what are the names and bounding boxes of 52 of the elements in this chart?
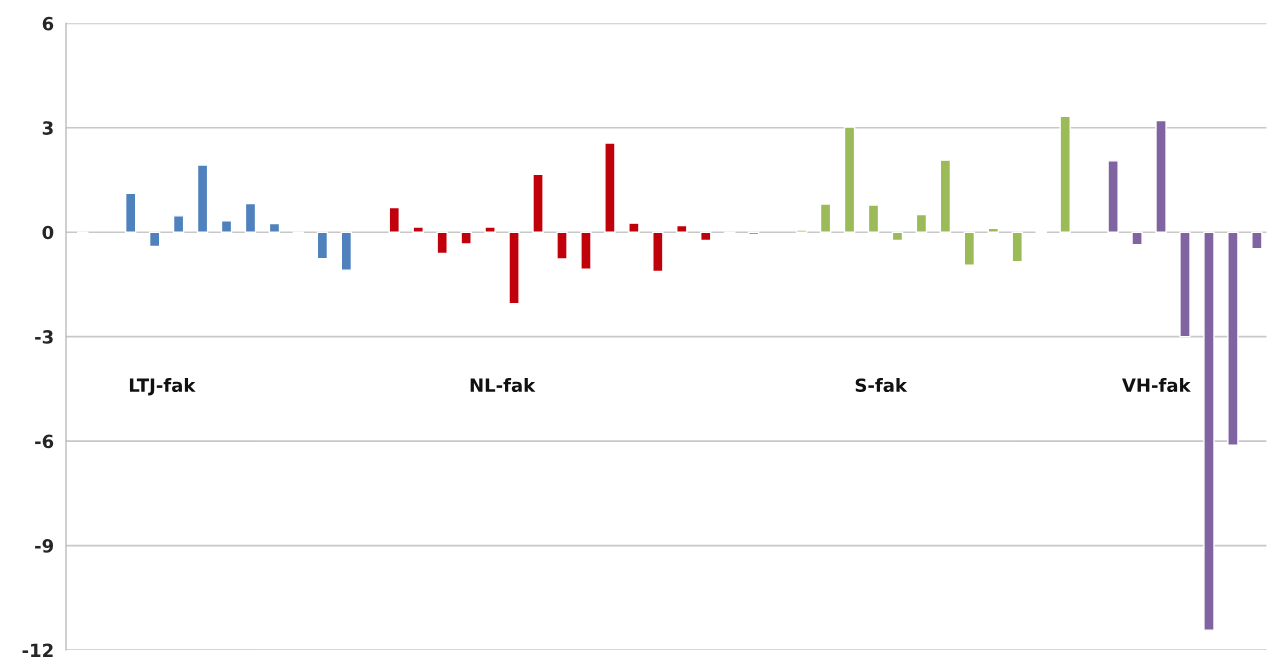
y-tick-label: -6: [35, 434, 54, 449]
annotation: LTJ-fak: [129, 378, 196, 396]
bar: [196, 164, 209, 233]
bar: [148, 231, 161, 248]
bar: [939, 159, 952, 233]
bar: [867, 204, 880, 233]
y-tick-label: -12: [22, 643, 53, 657]
y-tick-label: -9: [35, 539, 54, 553]
bar: [172, 215, 185, 233]
bar: [316, 231, 329, 260]
bar: [412, 226, 424, 233]
bar: [436, 231, 448, 255]
bar: [795, 229, 808, 233]
y-tick-label: 3: [42, 121, 53, 135]
y-tick-label: 6: [42, 16, 54, 31]
bar: [1227, 231, 1239, 446]
bar: [340, 231, 353, 271]
bar: [891, 231, 904, 242]
bar: [1155, 119, 1167, 233]
bar: [268, 222, 281, 233]
bar: [532, 173, 544, 233]
annotation: VH-fak: [1122, 378, 1191, 393]
bar: [1131, 231, 1143, 246]
bar: [1107, 160, 1119, 233]
bar: [604, 142, 616, 233]
bar: [1179, 231, 1191, 338]
bar: [388, 206, 400, 233]
bar: [700, 231, 712, 242]
bar: [484, 226, 496, 233]
bar: [508, 231, 520, 305]
bar: [1251, 231, 1263, 250]
annotation: NL-fak: [470, 378, 536, 393]
bar: [556, 231, 568, 260]
bar: [987, 227, 1000, 233]
annotation: S-fak: [855, 378, 908, 393]
bar: [843, 126, 856, 233]
bar: [963, 231, 976, 266]
bar: [915, 213, 928, 233]
bar: [652, 231, 664, 273]
bar: [628, 222, 640, 233]
y-tick-label: -3: [35, 330, 53, 344]
y-tick-label: 0: [42, 225, 54, 240]
bar: [819, 203, 832, 233]
bar: [1011, 231, 1023, 263]
bar: [580, 231, 592, 270]
bar: [124, 192, 137, 233]
bar: [220, 220, 233, 233]
bar: [244, 202, 257, 233]
bar: [1203, 231, 1215, 631]
bar: [1059, 115, 1071, 233]
bar: [676, 224, 688, 233]
bar: [460, 231, 472, 245]
